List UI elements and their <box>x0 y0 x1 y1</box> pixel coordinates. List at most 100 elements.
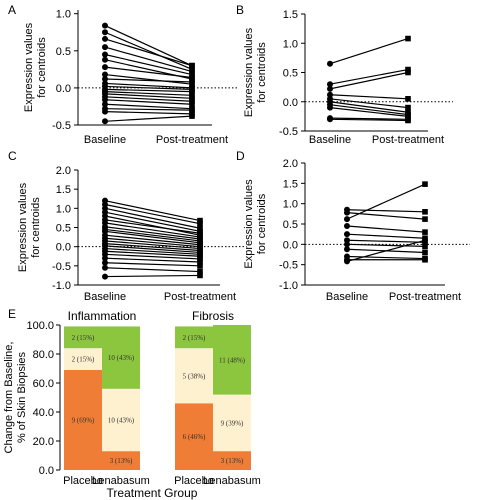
segment-label: 2 (15%) <box>72 356 95 364</box>
baseline-point <box>102 101 108 108</box>
group-title: Fibrosis <box>192 309 234 323</box>
subject-line <box>104 228 201 242</box>
subject-line <box>104 31 193 70</box>
subject-line <box>104 82 193 89</box>
post-treatment-point <box>189 101 195 108</box>
y-tick-label: 1.5 <box>283 9 298 21</box>
subject-line <box>104 200 201 222</box>
subject-line <box>329 98 409 109</box>
bar-segment <box>102 388 140 452</box>
segment-label: 9 (39%) <box>221 419 244 427</box>
y-tick-label: 0.0 <box>283 239 298 251</box>
baseline-point <box>102 108 108 115</box>
bar-label: Placebo <box>63 475 103 487</box>
y-tick-label: -0.5 <box>279 260 298 272</box>
baseline-point <box>327 60 333 67</box>
subject-line <box>104 267 201 273</box>
subject-line <box>104 253 201 260</box>
post-treatment-point <box>405 35 411 42</box>
baseline-point <box>102 56 108 63</box>
post-treatment-point <box>189 98 195 105</box>
x-category-label: Baseline <box>84 134 126 146</box>
post-treatment-point <box>422 229 428 235</box>
subject-line <box>104 108 193 111</box>
y-tick-label: 1.0 <box>283 38 298 50</box>
baseline-point <box>102 76 108 82</box>
segment-label: 10 (43%) <box>108 416 135 424</box>
subject-line <box>329 37 409 65</box>
y-tick-label: 0.0 <box>39 465 54 477</box>
subject-line <box>104 99 193 105</box>
bar-segment <box>175 403 213 470</box>
subject-line <box>104 53 193 76</box>
y-tick-label: 0.5 <box>283 219 298 231</box>
post-treatment-point <box>197 225 203 232</box>
subject-line <box>104 96 193 102</box>
baseline-point <box>102 273 108 280</box>
y-tick-label: 0.5 <box>56 223 71 235</box>
y-tick-label: 0.0 <box>56 242 71 254</box>
post-treatment-point <box>189 74 195 81</box>
baseline-point <box>102 29 108 36</box>
post-treatment-point <box>197 217 203 224</box>
subject-line <box>104 78 193 83</box>
post-treatment-point <box>422 249 428 256</box>
subject-line <box>346 183 426 220</box>
post-treatment-point <box>197 256 203 262</box>
bar-segment <box>102 326 140 389</box>
segment-label: 2 (15%) <box>72 334 95 342</box>
y-tick-label: 100.0 <box>26 320 54 332</box>
y-tick-label: -1.0 <box>52 280 71 292</box>
baseline-point <box>102 71 108 78</box>
segment-label: 3 (13%) <box>110 457 133 465</box>
subject-line <box>346 233 426 239</box>
post-treatment-point <box>197 259 203 265</box>
baseline-point <box>102 44 108 51</box>
post-treatment-point <box>197 230 203 237</box>
subject-line <box>329 104 409 116</box>
post-treatment-point <box>189 92 195 99</box>
post-treatment-point <box>422 256 428 263</box>
bar-segment <box>102 451 140 470</box>
y-axis-label: Expression valuesfor centroids <box>243 179 268 269</box>
subject-line <box>104 93 193 99</box>
post-treatment-point <box>189 113 195 119</box>
baseline-point <box>344 258 350 265</box>
subject-line <box>104 219 201 234</box>
bar-segment <box>213 394 251 452</box>
bar-segment <box>213 451 251 470</box>
segment-label: 11 (48%) <box>219 356 246 364</box>
baseline-point <box>344 246 350 253</box>
subject-line <box>104 274 201 278</box>
bar-label: Lenabasum <box>203 475 261 487</box>
subject-line <box>104 66 193 79</box>
subject-line <box>104 247 201 255</box>
baseline-point <box>102 264 108 271</box>
panel-c: C -1.0 -0.5 0.0 0.5 1.0 1.5 2.0 Expression value… <box>8 149 245 303</box>
subject-line <box>104 91 193 96</box>
subject-line <box>329 71 409 90</box>
subject-line <box>104 257 201 263</box>
subject-line <box>329 101 409 113</box>
panel-a: A -0.5 0.0 0.5 1.0 Expression valuesfor centr… <box>8 3 237 146</box>
panel-letter: E <box>8 307 16 321</box>
subject-line <box>104 262 201 267</box>
panel-letter: A <box>8 3 16 17</box>
subject-line <box>346 239 426 243</box>
subject-line <box>329 118 409 122</box>
y-tick-label: 1.5 <box>56 184 71 196</box>
subject-line <box>346 239 426 262</box>
subject-line <box>104 234 201 246</box>
segment-label: 10 (43%) <box>108 354 135 362</box>
y-tick-label: 1.0 <box>56 9 71 21</box>
post-treatment-point <box>189 86 195 93</box>
subject-line <box>346 243 426 247</box>
baseline-point <box>102 96 108 103</box>
segment-label: 9 (69%) <box>72 416 95 424</box>
y-tick-label: -0.5 <box>279 126 298 138</box>
subject-line <box>104 88 193 93</box>
subject-line <box>104 243 201 252</box>
post-treatment-point <box>197 268 203 275</box>
x-category-label: Baseline <box>326 291 368 303</box>
